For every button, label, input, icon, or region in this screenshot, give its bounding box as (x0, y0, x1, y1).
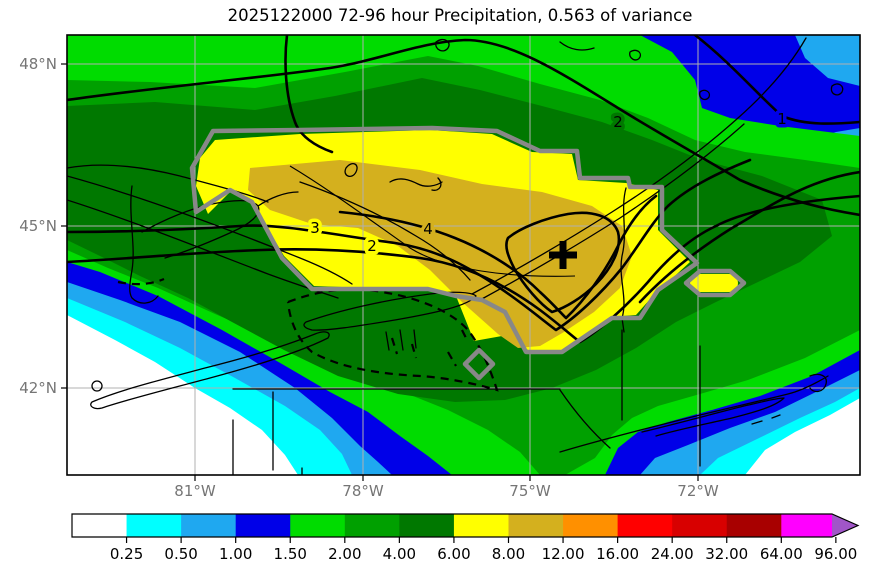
contour-ne-bundle (638, 170, 860, 304)
contour-2-inner (67, 194, 860, 344)
colorbar-tick-label: 64.00 (760, 545, 803, 563)
lake-huron-georgian-bay (67, 164, 353, 304)
map-plot-area: 2 1 3 2 4 (67, 35, 860, 475)
colorbar-segment (72, 514, 128, 537)
contour-value-label: 1 (777, 110, 787, 128)
dashed-negative-contours (117, 277, 499, 392)
colorbar-segment (235, 514, 291, 537)
contour-value-label: 4 (423, 220, 433, 238)
y-tick-label: 42°N (19, 379, 57, 397)
state-borders (232, 329, 701, 475)
band-6.00-capsule (690, 274, 738, 292)
colorbar-tick-label: 96.00 (814, 545, 857, 563)
colorbar-tick-label: 12.00 (542, 545, 585, 563)
y-axis: 48°N 45°N 42°N (19, 55, 67, 397)
colorbar-segment (726, 514, 782, 537)
analysis-region-outline (189, 125, 747, 381)
x-tick-label: 72°W (677, 482, 719, 500)
max-plus-marker (549, 241, 577, 269)
contour-inner-loop (505, 211, 621, 314)
contour-value-label: 2 (613, 113, 623, 131)
outline-diamond (462, 347, 496, 381)
georgian-bay-islands (141, 191, 299, 259)
ontario-small-lakes (344, 163, 443, 191)
colorbar: 0.25 0.50 1.00 1.50 2.00 4.00 6.00 8.00 12.00 16.… (71, 513, 860, 563)
contour-line-layer (67, 35, 860, 344)
contour-2-north (67, 38, 860, 217)
colorbar-segment (617, 514, 673, 537)
colorbar-outline (71, 513, 860, 538)
colorbar-segment (453, 514, 509, 537)
x-tick-label: 78°W (342, 482, 384, 500)
contour-thin-inner (289, 165, 576, 277)
contour-1-northeast (693, 35, 860, 125)
finger-lakes (385, 329, 417, 351)
x-tick-label: 81°W (174, 482, 216, 500)
colorbar-tick-label: 1.00 (219, 545, 252, 563)
colorbar-segment (508, 514, 564, 537)
colorbar-tick-label: 16.00 (596, 545, 639, 563)
lake-erie (90, 331, 330, 410)
colorbar-tick-label: 4.00 (383, 545, 416, 563)
contour-trough (284, 35, 334, 154)
outline-capsule (683, 268, 747, 298)
coastline-border-layer (67, 37, 844, 475)
colorbar-segment (672, 514, 728, 537)
colorbar-tick-label: 1.50 (274, 545, 307, 563)
long-island (641, 397, 785, 437)
colorbar-tick-label: 32.00 (705, 545, 748, 563)
contour-3 (67, 158, 752, 332)
y-tick-label: 48°N (19, 55, 57, 73)
colorbar-tick-label: 2.00 (328, 545, 361, 563)
colorbar-segment (344, 514, 400, 537)
contour-value-label: 2 (367, 237, 377, 255)
colorbar-segment (563, 514, 619, 537)
x-axis: 81°W 78°W 75°W 72°W (174, 475, 719, 500)
colorbar-tick-label: 0.50 (164, 545, 197, 563)
map-frame (66, 34, 861, 476)
colorbar-arrow (832, 514, 858, 537)
colorbar-tick-label: 0.25 (110, 545, 143, 563)
colorbar-segment (290, 514, 346, 537)
colorbar-tick-label: 8.00 (492, 545, 525, 563)
contour-value-label: 3 (310, 219, 320, 237)
colorbar-segment (126, 514, 182, 537)
contour-label-layer: 2 1 3 2 4 (307, 107, 791, 259)
colorbar-segment (781, 514, 832, 537)
colorbar-tick-label: 6.00 (437, 545, 470, 563)
colorbar-segment (181, 514, 237, 537)
colorbar-segment (399, 514, 455, 537)
x-tick-label: 75°W (509, 482, 551, 500)
y-tick-label: 45°N (19, 217, 57, 235)
northern-lakes (435, 38, 844, 101)
atlantic-coast (559, 373, 829, 453)
figure-title: 2025122000 72-96 hour Precipitation, 0.5… (228, 6, 693, 25)
lake-ontario (303, 291, 477, 331)
colorbar-tick-label: 24.00 (651, 545, 694, 563)
lake-st-clair (91, 380, 103, 392)
